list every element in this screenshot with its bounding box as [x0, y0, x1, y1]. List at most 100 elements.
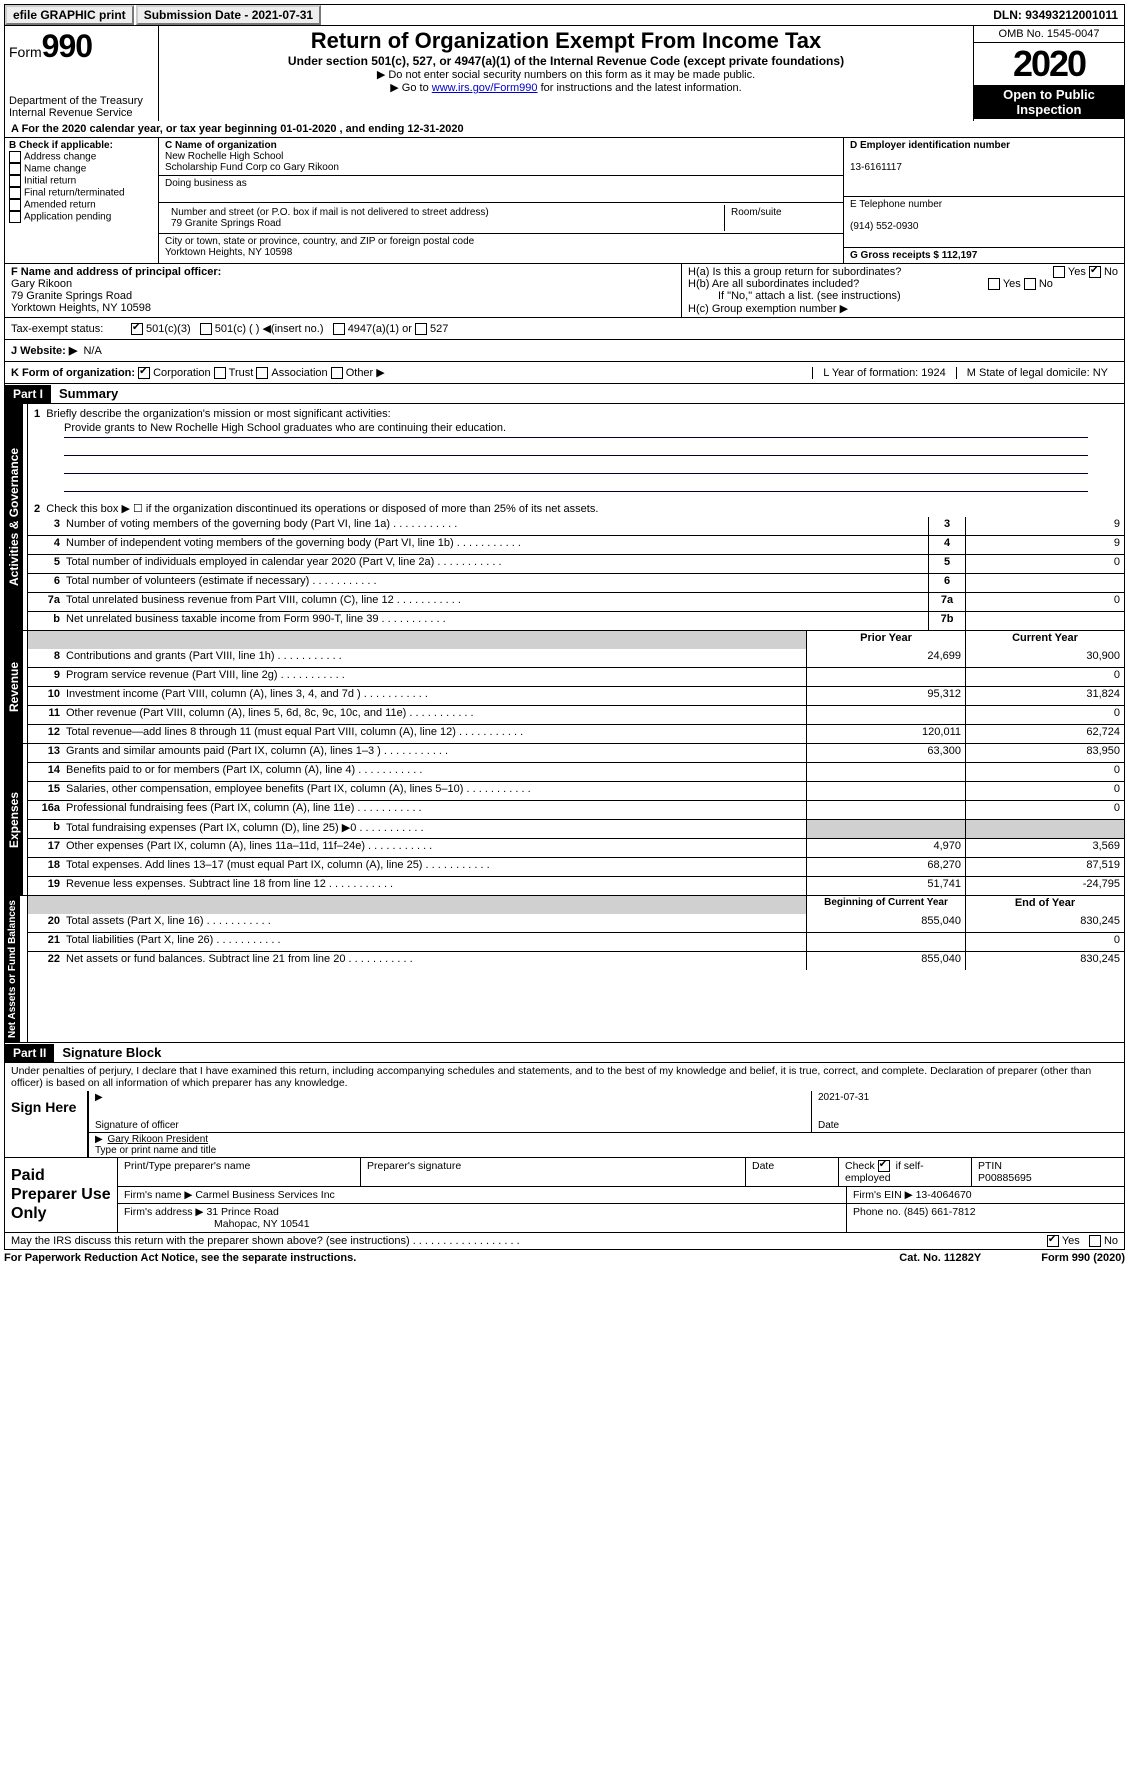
ssn-warning: ▶ Do not enter social security numbers o… — [165, 68, 967, 81]
tax-year-range: A For the 2020 calendar year, or tax yea… — [4, 121, 1125, 138]
assoc-checkbox[interactable] — [256, 367, 268, 379]
discontinued-check: Check this box ▶ ☐ if the organization d… — [46, 503, 598, 515]
ptin-value: P00885695 — [978, 1172, 1032, 1184]
discuss-yes-checkbox[interactable] — [1047, 1235, 1059, 1247]
ha-no-checkbox[interactable] — [1089, 266, 1101, 278]
firm-ein-label: Firm's EIN ▶ — [853, 1189, 913, 1201]
summary-line: 5Total number of individuals employed in… — [28, 554, 1124, 573]
sig-date: 2021-07-31 — [818, 1092, 869, 1103]
efile-print-button[interactable]: efile GRAPHIC print — [5, 5, 134, 25]
trust-checkbox[interactable] — [214, 367, 226, 379]
street-label: Number and street (or P.O. box if mail i… — [171, 207, 489, 218]
tax-status-label: Tax-exempt status: — [11, 323, 131, 335]
website-label: J Website: ▶ — [11, 344, 77, 357]
instructions-link[interactable]: www.irs.gov/Form990 — [432, 82, 538, 94]
end-year-header: End of Year — [965, 896, 1124, 914]
ptin-label: PTIN — [978, 1160, 1002, 1172]
firm-addr2: Mahopac, NY 10541 — [124, 1218, 310, 1230]
street-value: 79 Granite Springs Road — [171, 218, 281, 229]
phone-value: (914) 552-0930 — [850, 221, 918, 232]
501c-checkbox[interactable] — [200, 323, 212, 335]
hb-no-checkbox[interactable] — [1024, 278, 1036, 290]
discuss-no-checkbox[interactable] — [1089, 1235, 1101, 1247]
revenue-line: 11Other revenue (Part VIII, column (A), … — [28, 705, 1124, 724]
dln-label: DLN: 93493212001011 — [987, 6, 1124, 24]
expenses-tab: Expenses — [5, 744, 23, 895]
preparer-name-hdr: Print/Type preparer's name — [118, 1158, 361, 1186]
expense-line: 17Other expenses (Part IX, column (A), l… — [28, 838, 1124, 857]
form-title: Return of Organization Exempt From Incom… — [165, 28, 967, 54]
4947-checkbox[interactable] — [333, 323, 345, 335]
city-value: Yorktown Heights, NY 10598 — [165, 247, 292, 258]
city-label: City or town, state or province, country… — [165, 236, 474, 247]
expense-line: 15Salaries, other compensation, employee… — [28, 781, 1124, 800]
summary-line: 3Number of voting members of the governi… — [28, 517, 1124, 535]
name-change-checkbox[interactable] — [9, 163, 21, 175]
firm-name: Carmel Business Services Inc — [195, 1189, 334, 1201]
current-year-header: Current Year — [965, 631, 1124, 649]
527-checkbox[interactable] — [415, 323, 427, 335]
preparer-date-hdr: Date — [746, 1158, 839, 1186]
mission-question: Briefly describe the organization's miss… — [46, 408, 390, 420]
website-value: N/A — [83, 345, 101, 357]
firm-phone: (845) 661-7812 — [904, 1206, 976, 1218]
revenue-line: 12Total revenue—add lines 8 through 11 (… — [28, 724, 1124, 743]
corp-checkbox[interactable] — [138, 367, 150, 379]
page-footer: For Paperwork Reduction Act Notice, see … — [4, 1250, 1125, 1266]
netasset-line: 21Total liabilities (Part X, line 26)0 — [28, 932, 1124, 951]
org-name-label: C Name of organization — [165, 140, 277, 151]
address-change-checkbox[interactable] — [9, 151, 21, 163]
beginning-year-header: Beginning of Current Year — [806, 896, 965, 914]
dept-treasury: Department of the Treasury — [9, 95, 154, 107]
top-bar: efile GRAPHIC print Submission Date - 20… — [4, 4, 1125, 26]
officer-addr2: Yorktown Heights, NY 10598 — [11, 302, 151, 314]
identity-block: B Check if applicable: Address change Na… — [4, 138, 1125, 264]
summary-line: bNet unrelated business taxable income f… — [28, 611, 1124, 630]
paid-preparer-block: Paid Preparer Use Only Print/Type prepar… — [4, 1158, 1125, 1233]
final-return-checkbox[interactable] — [9, 187, 21, 199]
ein-value: 13-6161117 — [850, 162, 902, 173]
subordinates-q: H(b) Are all subordinates included? — [688, 278, 859, 290]
revenue-section: Revenue Prior Year Current Year 8Contrib… — [4, 631, 1125, 744]
year-formation: L Year of formation: 1924 — [812, 367, 956, 379]
revenue-line: 10Investment income (Part VIII, column (… — [28, 686, 1124, 705]
firm-phone-label: Phone no. — [853, 1206, 901, 1218]
group-exemption: H(c) Group exemption number ▶ — [688, 302, 1118, 315]
gross-receipts: G Gross receipts $ 112,197 — [850, 250, 977, 261]
website-row: J Website: ▶ N/A — [4, 340, 1125, 362]
prior-year-header: Prior Year — [806, 631, 965, 649]
tax-status-row: Tax-exempt status: 501(c)(3) 501(c) ( ) … — [4, 318, 1125, 340]
group-return-q: H(a) Is this a group return for subordin… — [688, 266, 901, 278]
expense-line: 18Total expenses. Add lines 13–17 (must … — [28, 857, 1124, 876]
net-assets-section: Net Assets or Fund Balances Beginning of… — [4, 896, 1125, 1043]
expense-line: 13Grants and similar amounts paid (Part … — [28, 744, 1124, 762]
revenue-line: 9Program service revenue (Part VIII, lin… — [28, 667, 1124, 686]
discuss-with-preparer: May the IRS discuss this return with the… — [4, 1233, 1125, 1250]
state-domicile: M State of legal domicile: NY — [956, 367, 1118, 379]
ha-yes-checkbox[interactable] — [1053, 266, 1065, 278]
hb-yes-checkbox[interactable] — [988, 278, 1000, 290]
form-of-org-label: K Form of organization: — [11, 367, 135, 379]
submission-date-button[interactable]: Submission Date - 2021-07-31 — [136, 5, 321, 25]
expense-line: 19Revenue less expenses. Subtract line 1… — [28, 876, 1124, 895]
application-pending-checkbox[interactable] — [9, 211, 21, 223]
expense-line: 16aProfessional fundraising fees (Part I… — [28, 800, 1124, 819]
part-ii-header: Part II Signature Block — [4, 1043, 1125, 1063]
form-header: Form990 Department of the Treasury Inter… — [4, 26, 1125, 121]
other-checkbox[interactable] — [331, 367, 343, 379]
expense-line: 14Benefits paid to or for members (Part … — [28, 762, 1124, 781]
revenue-line: 8Contributions and grants (Part VIII, li… — [28, 649, 1124, 667]
self-employed-checkbox[interactable] — [878, 1160, 890, 1172]
room-suite-label: Room/suite — [725, 205, 837, 231]
ein-label: D Employer identification number — [850, 140, 1010, 151]
cat-no: Cat. No. 11282Y — [899, 1252, 981, 1264]
initial-return-checkbox[interactable] — [9, 175, 21, 187]
form-ref: Form 990 (2020) — [1041, 1252, 1125, 1264]
sig-officer-label: Signature of officer — [89, 1119, 811, 1132]
expense-line: bTotal fundraising expenses (Part IX, co… — [28, 819, 1124, 838]
netasset-line: 22Net assets or fund balances. Subtract … — [28, 951, 1124, 970]
check-applicable-label: B Check if applicable: — [9, 140, 113, 151]
amended-return-checkbox[interactable] — [9, 199, 21, 211]
phone-label: E Telephone number — [850, 199, 942, 210]
501c3-checkbox[interactable] — [131, 323, 143, 335]
